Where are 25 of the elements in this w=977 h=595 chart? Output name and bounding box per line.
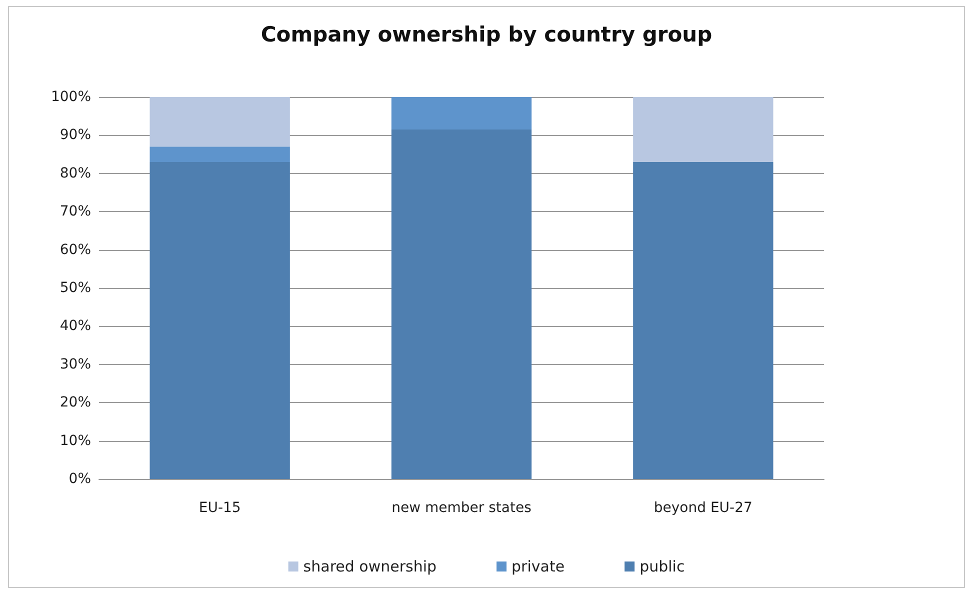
legend-label: public xyxy=(640,558,685,576)
y-tick-label: 60% xyxy=(60,242,91,258)
bar xyxy=(150,146,290,162)
bar xyxy=(150,97,290,147)
x-tick-label: beyond EU-27 xyxy=(654,500,752,516)
x-tick-label: new member states xyxy=(392,500,532,516)
legend-label: shared ownership xyxy=(303,558,437,576)
y-tick-label: 0% xyxy=(68,471,91,487)
y-tick-label: 10% xyxy=(60,432,91,449)
bar xyxy=(150,162,290,479)
y-tick-label: 50% xyxy=(60,280,91,296)
x-tick-label: EU-15 xyxy=(198,500,241,516)
y-tick-label: 40% xyxy=(60,318,91,334)
y-tick-label: 70% xyxy=(60,204,91,220)
y-tick-label: 80% xyxy=(60,165,91,182)
bar xyxy=(633,97,774,162)
bar xyxy=(391,129,532,479)
y-tick-label: 90% xyxy=(60,127,91,144)
legend-label: private xyxy=(512,558,565,576)
bar xyxy=(633,162,774,479)
bar xyxy=(391,97,532,130)
chart-title: Company ownership by country group xyxy=(260,22,712,46)
y-tick-label: 100% xyxy=(50,89,91,105)
y-tick-label: 30% xyxy=(60,356,91,372)
y-tick-label: 20% xyxy=(60,394,91,411)
